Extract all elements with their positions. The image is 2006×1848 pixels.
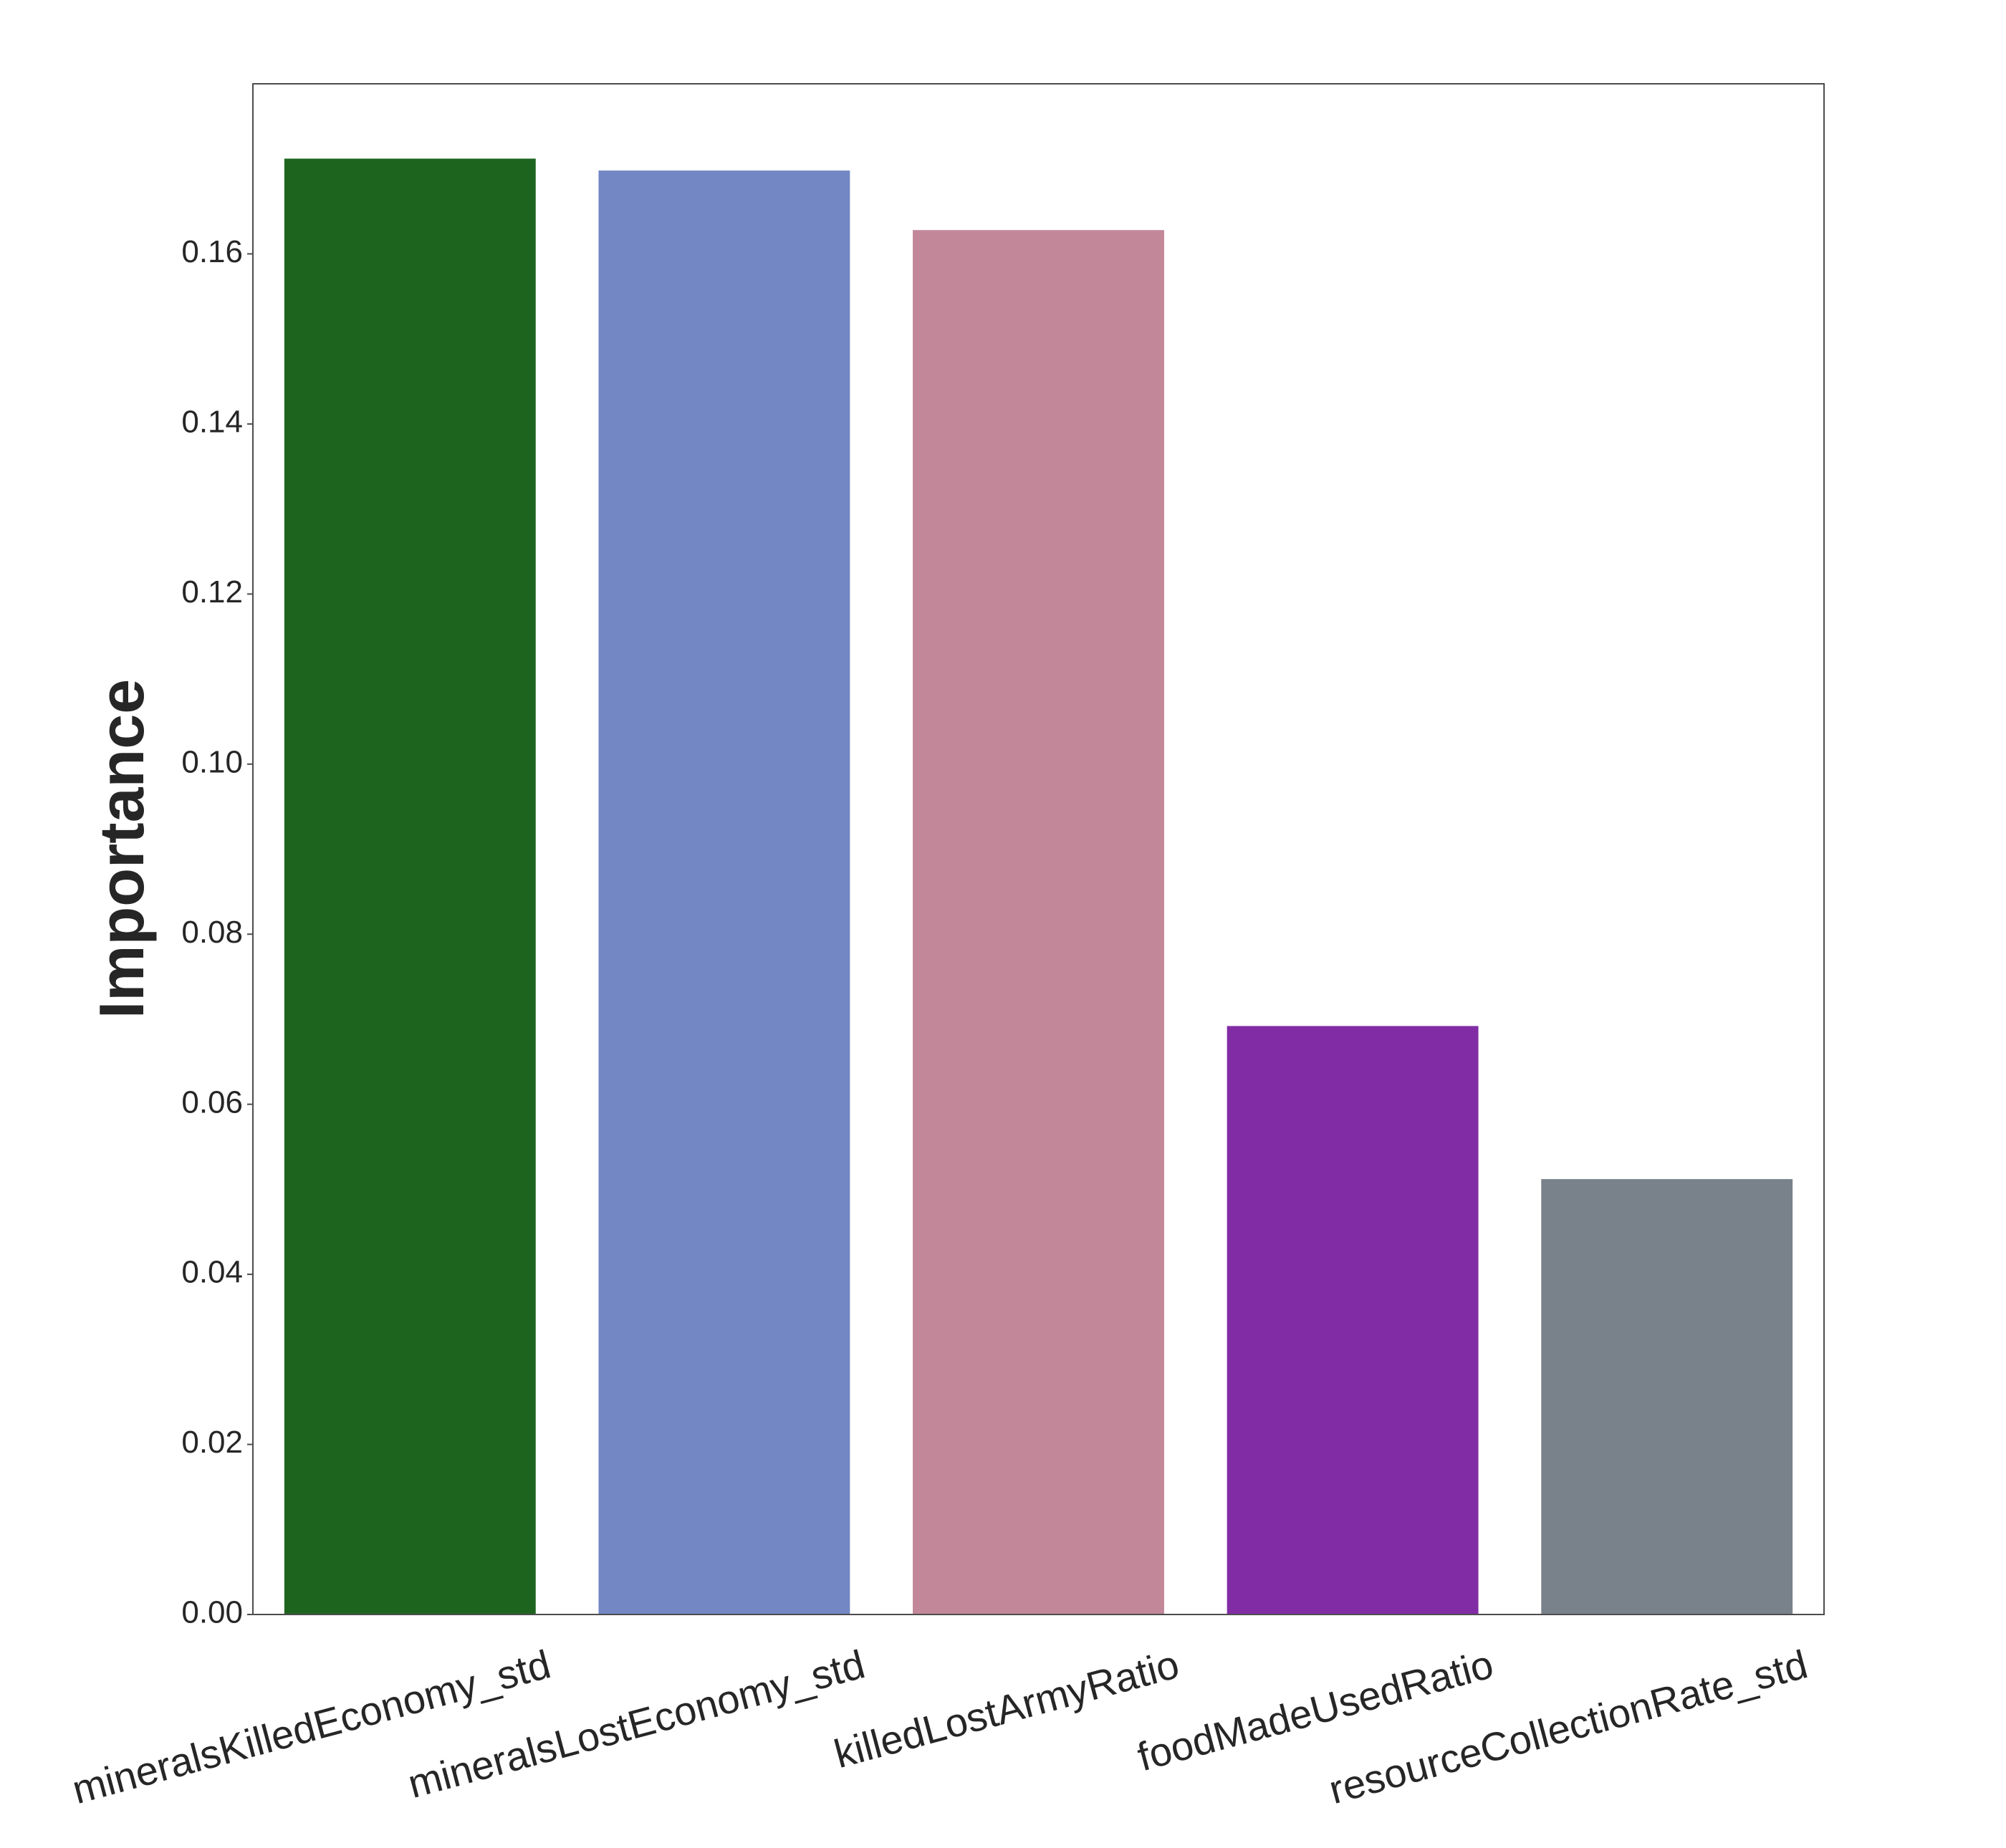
- y-tick-label: 0.06: [181, 1084, 243, 1120]
- y-tick-label: 0.16: [181, 234, 243, 269]
- plot-frame: [252, 83, 1825, 1615]
- y-tick-label: 0.08: [181, 915, 243, 950]
- y-tick-label: 0.12: [181, 574, 243, 610]
- y-tick-label: 0.00: [181, 1595, 243, 1630]
- y-tick-label: 0.14: [181, 405, 243, 440]
- bar-foodMadeUsedRatio: [1227, 1026, 1479, 1614]
- bar-resourceCollectionRate_std: [1541, 1179, 1793, 1614]
- bars-group: [284, 158, 1793, 1615]
- bar-killedLostArmyRatio: [913, 230, 1164, 1615]
- bar-mineralsKilledEconomy_std: [284, 158, 536, 1614]
- bar-mineralsLostEconomy_std: [598, 170, 850, 1614]
- y-tick-label: 0.10: [181, 744, 243, 779]
- y-tick-labels: 0.00 0.02 0.04 0.06 0.08 0.10 0.12 0.14 0.16: [181, 234, 253, 1630]
- y-axis-title: Importance: [86, 679, 157, 1019]
- y-tick-label: 0.04: [181, 1255, 243, 1290]
- y-tick-label: 0.02: [181, 1425, 243, 1460]
